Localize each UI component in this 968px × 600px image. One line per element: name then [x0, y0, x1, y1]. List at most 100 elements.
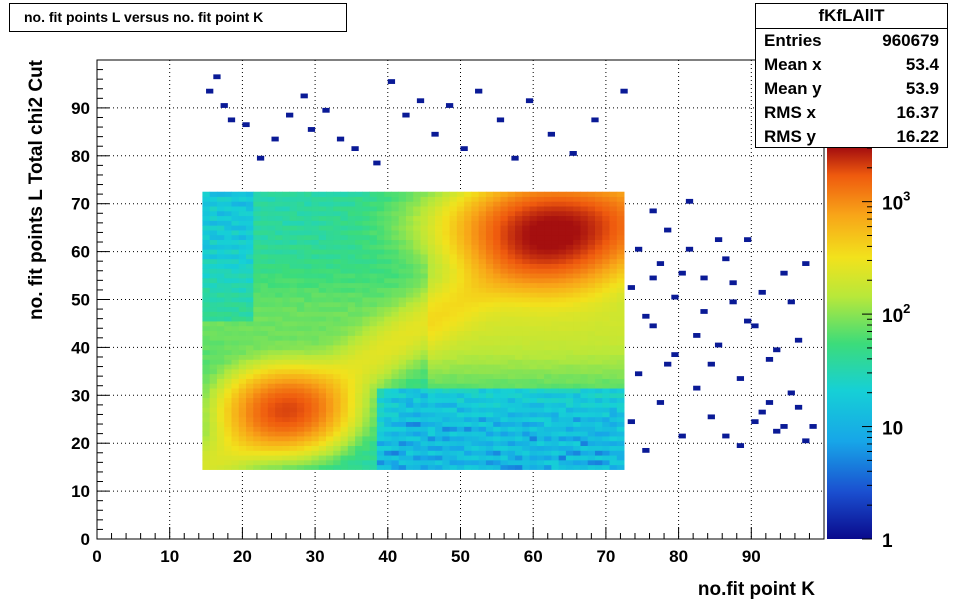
heat-bin — [398, 282, 407, 288]
heat-bin — [296, 455, 305, 461]
heat-bin — [471, 383, 480, 389]
heat-bin — [333, 201, 341, 207]
heat-bin — [456, 244, 465, 250]
heat-bin — [275, 378, 283, 384]
heat-bin — [456, 287, 465, 293]
heat-bin — [369, 225, 378, 231]
heat-bin — [333, 316, 341, 322]
heat-bin — [209, 321, 218, 327]
heat-bin — [558, 210, 567, 217]
heat-bin — [442, 206, 450, 212]
heat-bin — [442, 201, 450, 207]
heat-bin — [311, 368, 320, 375]
heat-bin — [224, 263, 232, 269]
heat-bin — [420, 301, 429, 308]
heat-bin — [246, 392, 254, 399]
heat-bin — [464, 330, 472, 336]
heat-bin — [515, 225, 523, 231]
heat-bin — [558, 273, 567, 279]
heat-bin — [311, 239, 320, 245]
heat-bin — [369, 354, 378, 360]
heat-bin — [427, 215, 436, 221]
heat-bin — [493, 426, 501, 432]
heat-bin — [602, 297, 610, 303]
heat-bin — [347, 431, 356, 437]
heat-bin — [456, 273, 465, 279]
heat-bin — [435, 230, 443, 236]
heat-bin — [442, 349, 450, 355]
heat-bin — [347, 464, 356, 470]
heat-bin — [609, 230, 618, 236]
heat-bin — [478, 364, 487, 370]
heat-bin — [391, 407, 400, 413]
heat-bin — [267, 191, 276, 197]
heat-bin — [536, 392, 545, 399]
heat-bin — [369, 244, 378, 250]
heat-bin — [427, 201, 436, 207]
heat-bin — [573, 230, 581, 236]
heat-bin — [326, 306, 334, 312]
heat-bin — [384, 210, 392, 217]
heat-bin — [333, 426, 341, 432]
heat-bin — [515, 464, 523, 470]
heat-bin — [260, 445, 269, 451]
heat-bin — [493, 220, 501, 226]
heat-bin — [246, 268, 254, 274]
heat-bin — [267, 253, 276, 260]
heat-bin — [202, 196, 211, 202]
heat-bin — [376, 397, 385, 403]
heat-bin — [522, 335, 530, 341]
heat-bin — [565, 220, 574, 226]
heat-bin — [558, 388, 567, 394]
heat-bin — [384, 191, 392, 197]
heat-bin — [587, 364, 596, 370]
heat-bin — [565, 436, 574, 442]
heat-bin — [573, 436, 581, 442]
heat-bin — [296, 330, 305, 336]
heat-bin — [427, 325, 436, 332]
heat-bin — [565, 330, 574, 336]
heat-bin — [435, 225, 443, 231]
heat-bin — [347, 311, 356, 317]
heat-bin — [311, 359, 320, 365]
heat-bin — [420, 392, 429, 399]
heat-bin — [449, 455, 458, 461]
heat-bin — [231, 239, 240, 245]
heat-bin — [471, 368, 480, 375]
heat-bin — [355, 196, 363, 202]
heat-bin — [449, 311, 458, 317]
heat-bin — [369, 359, 378, 365]
heat-bin — [202, 445, 211, 451]
heat-bin — [405, 210, 414, 217]
heat-bin — [304, 335, 312, 341]
heat-bin — [260, 416, 269, 423]
heat-bin — [413, 311, 421, 317]
heat-bin — [384, 325, 392, 332]
heat-bin — [573, 225, 581, 231]
heat-bin — [449, 368, 458, 375]
heat-bin — [558, 450, 567, 456]
heat-bin — [565, 230, 574, 236]
heat-bin — [515, 258, 523, 264]
heat-bin — [376, 354, 385, 360]
heat-bin — [238, 321, 247, 327]
heat-bin — [485, 196, 494, 202]
heat-bin — [515, 402, 523, 408]
heat-bin — [573, 388, 581, 394]
heat-bin — [333, 196, 341, 202]
sparse-bin — [751, 419, 759, 425]
heat-bin — [260, 325, 269, 332]
heat-bin — [609, 210, 618, 217]
heat-bin — [609, 321, 618, 327]
heat-bin — [442, 436, 450, 442]
heat-bin — [362, 354, 371, 360]
heat-bin — [427, 196, 436, 202]
heat-bin — [435, 368, 443, 375]
heat-bin — [565, 445, 574, 451]
sparse-bin — [431, 131, 439, 137]
heat-bin — [246, 287, 254, 293]
heat-bin — [296, 459, 305, 466]
heat-bin — [471, 464, 480, 470]
heat-bin — [551, 431, 560, 437]
heat-bin — [544, 392, 552, 399]
